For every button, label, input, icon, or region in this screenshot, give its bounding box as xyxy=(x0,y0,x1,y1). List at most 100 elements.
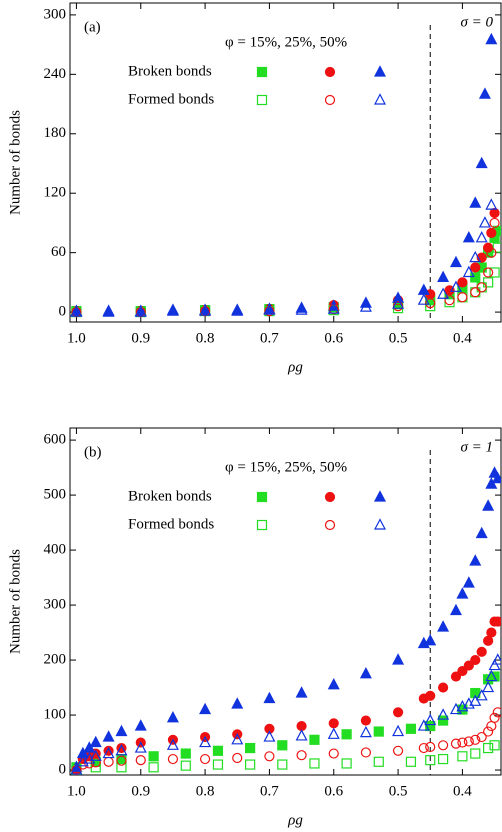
x-tick-label: 0.8 xyxy=(196,330,215,346)
point xyxy=(360,715,372,726)
point xyxy=(489,217,500,229)
point xyxy=(489,740,500,751)
point xyxy=(457,665,468,677)
point xyxy=(456,587,469,599)
legend-marker xyxy=(256,94,268,106)
point xyxy=(425,741,436,753)
point xyxy=(485,477,498,489)
point xyxy=(166,304,179,316)
point xyxy=(103,756,114,767)
point xyxy=(296,750,307,761)
point xyxy=(485,669,498,682)
point xyxy=(359,300,372,312)
point xyxy=(90,757,101,768)
point xyxy=(102,305,115,317)
point xyxy=(492,616,501,627)
point xyxy=(328,748,339,759)
point xyxy=(457,737,468,748)
x-tick-label: 1.0 xyxy=(67,783,86,799)
point xyxy=(116,755,127,766)
legend-marker xyxy=(324,94,336,106)
y-tick-label: 600 xyxy=(44,432,67,448)
x-axis-label: ρg xyxy=(287,812,303,828)
legend-header: φ = 15%, 25%, 50% xyxy=(225,34,347,50)
point xyxy=(359,725,372,738)
point xyxy=(425,301,436,312)
point xyxy=(417,293,430,305)
point xyxy=(470,654,481,666)
point xyxy=(392,745,404,756)
y-tick-label: 300 xyxy=(44,6,67,22)
point xyxy=(469,196,482,208)
point xyxy=(475,156,488,169)
point xyxy=(462,265,475,278)
point xyxy=(438,682,449,693)
point xyxy=(475,689,488,701)
point xyxy=(488,658,501,671)
point xyxy=(469,554,482,566)
point xyxy=(425,690,436,701)
y-tick-label: 120 xyxy=(44,185,67,201)
point xyxy=(470,748,481,759)
point xyxy=(470,734,481,745)
point xyxy=(437,287,450,299)
x-tick-label: 0.4 xyxy=(453,330,472,346)
point xyxy=(457,277,468,288)
point xyxy=(231,733,244,745)
plot-frame xyxy=(69,2,502,323)
point xyxy=(483,267,494,278)
point xyxy=(245,742,256,754)
point xyxy=(492,707,501,718)
point xyxy=(491,471,501,484)
y-tick-label: 200 xyxy=(44,652,67,668)
point xyxy=(438,740,449,751)
point xyxy=(295,303,308,315)
point xyxy=(478,216,491,228)
point xyxy=(309,734,320,745)
point xyxy=(485,32,498,45)
point xyxy=(277,740,288,751)
y-tick-label: 240 xyxy=(44,66,67,82)
point xyxy=(212,759,224,770)
point xyxy=(417,283,430,295)
point xyxy=(486,247,497,258)
x-tick-label: 0.9 xyxy=(131,783,150,799)
legend-marker xyxy=(374,65,386,77)
point xyxy=(392,724,405,737)
point xyxy=(231,697,244,709)
point xyxy=(327,302,340,314)
point xyxy=(483,277,494,288)
point xyxy=(463,660,474,671)
point xyxy=(489,712,500,723)
point xyxy=(148,751,159,762)
point xyxy=(295,729,308,741)
point xyxy=(450,671,462,682)
legend-marker xyxy=(256,66,268,78)
point xyxy=(263,730,276,742)
x-axis-label: ρg xyxy=(287,359,303,375)
point xyxy=(425,298,436,309)
x-tick-label: 0.4 xyxy=(453,783,472,799)
point xyxy=(482,499,495,511)
point xyxy=(180,760,191,771)
x-tick-label: 0.8 xyxy=(196,783,215,799)
point xyxy=(83,741,96,753)
legend-marker xyxy=(324,491,336,503)
point xyxy=(102,730,115,742)
points xyxy=(70,466,501,775)
y-tick-label: 500 xyxy=(44,487,67,503)
annotation: σ = 0 xyxy=(460,14,493,30)
point xyxy=(199,702,212,715)
point xyxy=(485,198,498,210)
point xyxy=(437,620,450,632)
y-tick-label: 400 xyxy=(44,542,67,558)
legend-marker xyxy=(324,66,336,78)
point xyxy=(418,742,429,754)
point xyxy=(486,627,497,638)
point xyxy=(341,729,352,740)
point xyxy=(417,719,430,731)
point xyxy=(373,726,384,737)
point xyxy=(328,718,339,729)
point xyxy=(483,726,494,737)
